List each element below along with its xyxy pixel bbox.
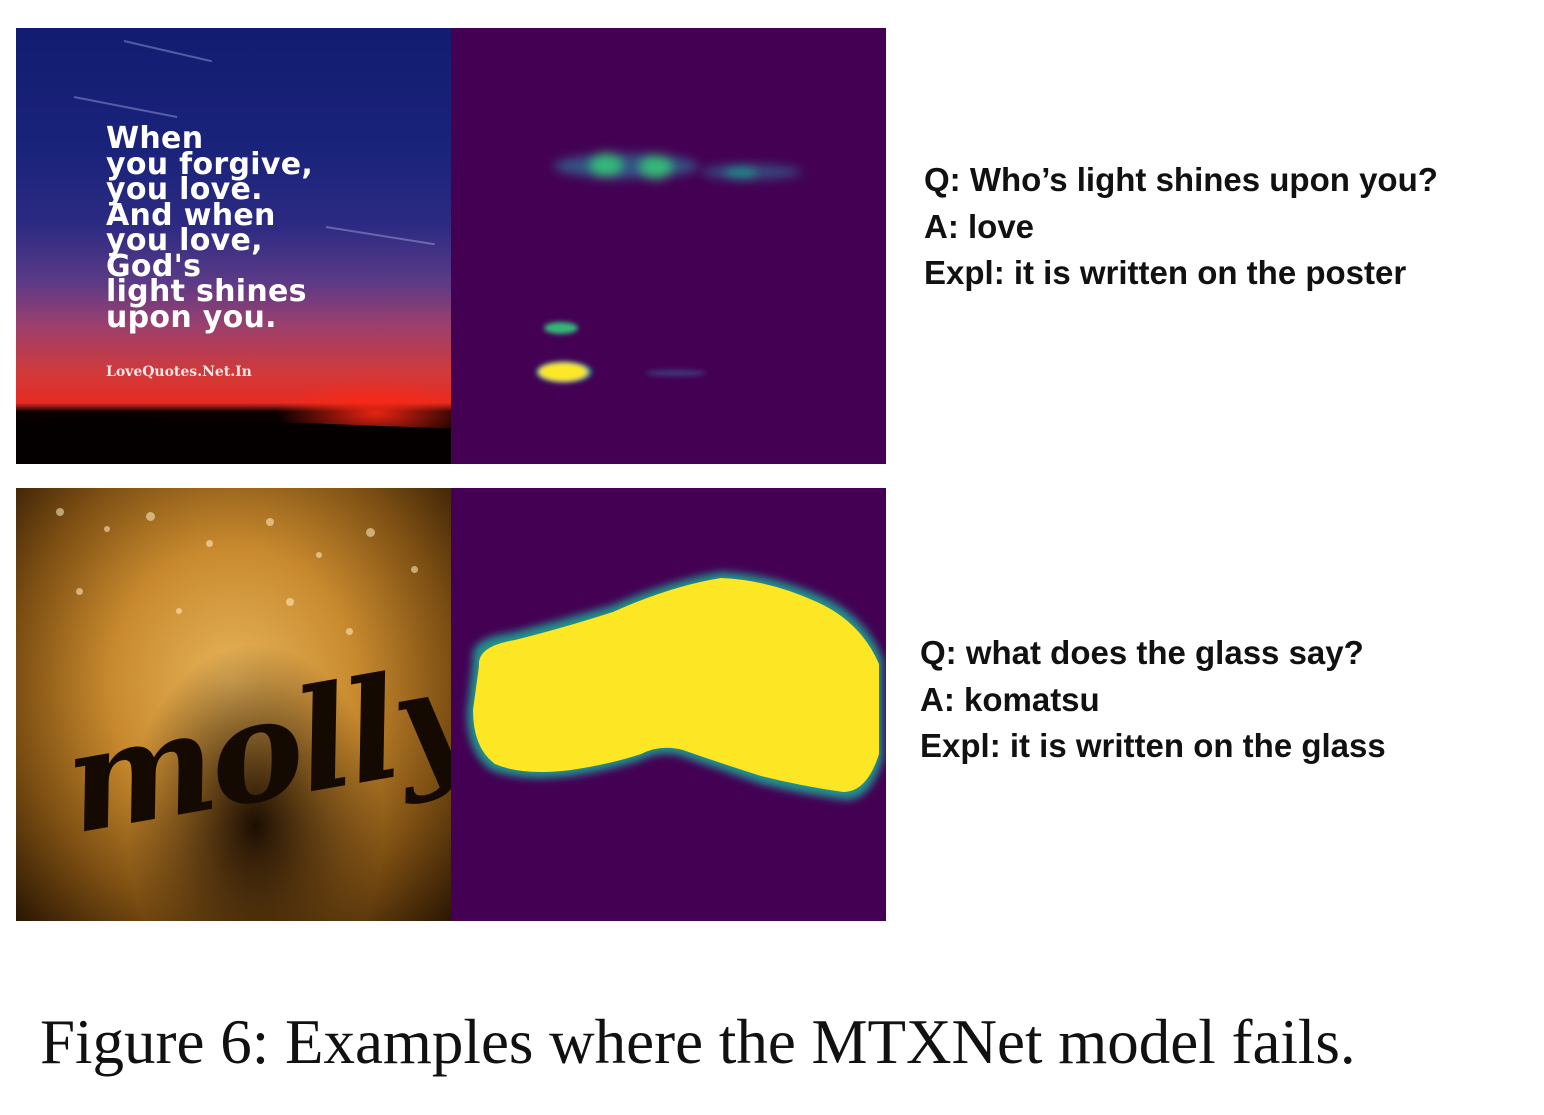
condensation-drop (206, 540, 213, 547)
attention-blob-top (554, 153, 801, 179)
explanation-text: Expl: it is written on the poster (924, 254, 1407, 291)
sky-streak (73, 96, 178, 119)
answer-text: A: love (924, 207, 1035, 245)
condensation-drop (286, 598, 294, 606)
attention-blob-bottom (536, 322, 706, 383)
question-text: Q: what does the glass say? (920, 634, 1364, 671)
quote-line: light shines (106, 274, 307, 309)
poster-source: LoveQuotes.Net.In (106, 364, 252, 380)
example2-qa: Q: what does the glass say? A: komatsu E… (920, 630, 1386, 770)
quote-line: you forgive, (106, 146, 314, 182)
example1-attention-map (451, 28, 886, 464)
quote-line: God's (106, 248, 202, 284)
condensation-drop (411, 566, 418, 573)
condensation-drop (104, 526, 110, 532)
example2-photo: molly's (16, 488, 451, 921)
question-text: Q: Who’s light shines upon you? (924, 161, 1438, 198)
condensation-drop (346, 628, 353, 635)
example1-qa: Q: Who’s light shines upon you? A: love … (924, 157, 1438, 297)
quote-line: When (106, 121, 204, 156)
quote-line: And when (106, 197, 276, 233)
quote-line: upon you. (106, 299, 277, 335)
condensation-drop (56, 508, 64, 516)
attention-heatmap (467, 572, 883, 800)
quote-line: you love. (106, 172, 263, 207)
example1-photo: When you forgive, you love. And when you… (16, 28, 451, 464)
example2-attention-map (451, 488, 886, 921)
quote-line: you love, (106, 223, 263, 258)
attention-blob-main (473, 578, 879, 792)
condensation-drop (266, 518, 274, 526)
condensation-drop (76, 588, 83, 595)
poster-quote: When you forgive, you love. And when you… (106, 121, 314, 335)
condensation-drop (176, 608, 182, 614)
figure-caption: Figure 6: Examples where the MTXNet mode… (40, 1007, 1356, 1077)
sky-streak (123, 40, 212, 63)
condensation-drop (366, 528, 375, 537)
answer-text: A: komatsu (920, 680, 1100, 718)
condensation-drop (316, 552, 322, 558)
condensation-drop (146, 512, 155, 521)
explanation-text: Expl: it is written on the glass (920, 727, 1386, 764)
glass-logo-text: molly's (53, 613, 451, 867)
sky-streak (325, 226, 435, 246)
attention-heatmap (536, 153, 801, 383)
